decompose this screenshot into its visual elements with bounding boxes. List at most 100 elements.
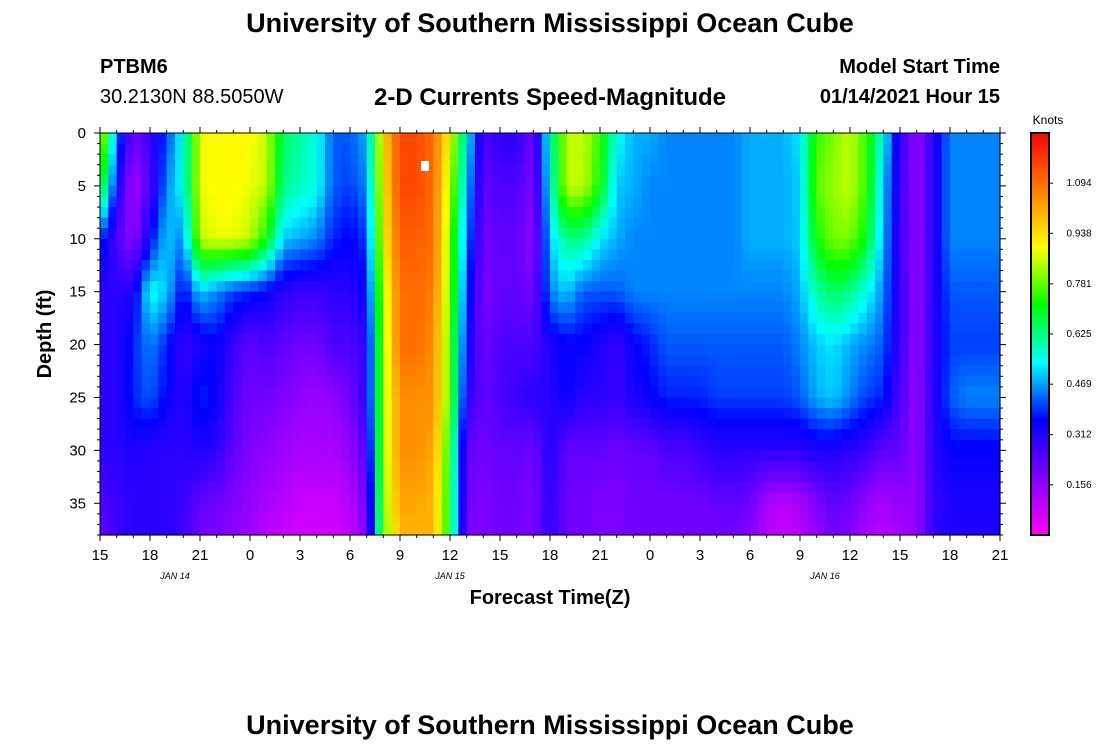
heatmap-cell — [616, 217, 626, 229]
heatmap-cell — [275, 196, 284, 208]
heatmap-cell — [208, 408, 218, 420]
heatmap-cell — [591, 460, 601, 473]
heatmap-cell — [166, 439, 176, 451]
heatmap-cell — [383, 302, 393, 314]
heatmap-cell — [141, 418, 151, 430]
heatmap-cell — [783, 175, 793, 187]
heatmap-cell — [208, 154, 218, 166]
heatmap-cell — [775, 365, 784, 377]
heatmap-cell — [966, 217, 976, 229]
heatmap-cell — [750, 386, 759, 399]
heatmap-cell — [566, 259, 576, 272]
heatmap-cell — [133, 397, 143, 409]
heatmap-cell — [350, 397, 359, 409]
heatmap-cell — [183, 503, 193, 515]
heatmap-cell — [975, 460, 984, 473]
heatmap-cell — [275, 376, 284, 388]
heatmap-cell — [875, 429, 884, 441]
heatmap-cell — [408, 164, 418, 176]
heatmap-cell — [516, 238, 526, 250]
heatmap-cell — [525, 291, 534, 303]
heatmap-cell — [500, 482, 509, 494]
heatmap-cell — [825, 334, 834, 346]
heatmap-cell — [708, 323, 718, 335]
heatmap-cell — [533, 143, 543, 155]
heatmap-cell — [133, 207, 143, 219]
heatmap-cell — [166, 175, 176, 187]
heatmap-cell — [816, 185, 826, 198]
heatmap-cell — [416, 270, 426, 282]
heatmap-cell — [458, 365, 468, 377]
heatmap-cell — [791, 365, 801, 377]
heatmap-cell — [891, 228, 901, 240]
heatmap-cell — [125, 492, 134, 504]
heatmap-cell — [716, 133, 726, 145]
heatmap-cell — [391, 281, 401, 293]
heatmap-cell — [350, 344, 359, 356]
heatmap-cell — [791, 450, 801, 462]
heatmap-cell — [883, 323, 893, 335]
heatmap-cell — [475, 312, 484, 325]
heatmap-cell — [300, 281, 309, 293]
heatmap-cell — [225, 524, 234, 536]
heatmap-cell — [766, 429, 776, 441]
heatmap-cell — [458, 281, 468, 293]
heatmap-cell — [483, 460, 493, 473]
heatmap-cell — [700, 302, 709, 314]
heatmap-cell — [500, 460, 509, 473]
heatmap-cell — [941, 365, 951, 377]
heatmap-cell — [225, 259, 234, 272]
footer-title: University of Southern Mississippi Ocean… — [246, 710, 854, 740]
heatmap-cell — [241, 355, 251, 367]
heatmap-cell — [100, 334, 109, 346]
heatmap-cell — [400, 386, 409, 399]
heatmap-cell — [316, 471, 326, 483]
heatmap-cell — [700, 143, 709, 155]
heatmap-cell — [191, 355, 201, 367]
x-tick-label: 0 — [646, 547, 654, 564]
heatmap-cell — [233, 344, 243, 356]
heatmap-cell — [208, 376, 218, 388]
heatmap-cell — [708, 175, 718, 187]
heatmap-cell — [858, 524, 868, 536]
heatmap-cell — [658, 450, 668, 462]
heatmap-cell — [183, 238, 193, 250]
heatmap-cell — [658, 217, 668, 229]
heatmap-cell — [991, 133, 1001, 145]
heatmap-cell — [291, 334, 301, 346]
heatmap-cell — [416, 524, 426, 536]
heatmap-cell — [391, 471, 401, 483]
heatmap-cell — [358, 249, 368, 261]
heatmap-cell — [125, 503, 134, 515]
heatmap-cell — [141, 439, 151, 451]
heatmap-cell — [516, 133, 526, 145]
heatmap-cell — [858, 217, 868, 229]
heatmap-cell — [441, 302, 451, 314]
heatmap-cell — [583, 344, 593, 356]
heatmap-cell — [566, 238, 576, 250]
heatmap-cell — [666, 450, 676, 462]
heatmap-cell — [250, 344, 259, 356]
heatmap-cell — [600, 228, 609, 240]
heatmap-cell — [433, 270, 443, 282]
heatmap-cell — [658, 323, 668, 335]
heatmap-cell — [641, 175, 651, 187]
heatmap-cell — [858, 228, 868, 240]
heatmap-cell — [325, 482, 334, 494]
heatmap-cell — [166, 408, 176, 420]
heatmap-cell — [350, 418, 359, 430]
heatmap-cell — [550, 513, 559, 526]
heatmap-cell — [575, 164, 584, 176]
heatmap-cell — [316, 524, 326, 536]
heatmap-cell — [858, 460, 868, 473]
heatmap-cell — [825, 323, 834, 335]
heatmap-cell — [216, 196, 226, 208]
heatmap-cell — [983, 482, 993, 494]
heatmap-cell — [425, 302, 434, 314]
heatmap-cell — [341, 291, 351, 303]
heatmap-cell — [158, 450, 168, 462]
heatmap-cell — [366, 408, 376, 420]
heatmap-cell — [183, 471, 193, 483]
heatmap-cell — [933, 164, 943, 176]
